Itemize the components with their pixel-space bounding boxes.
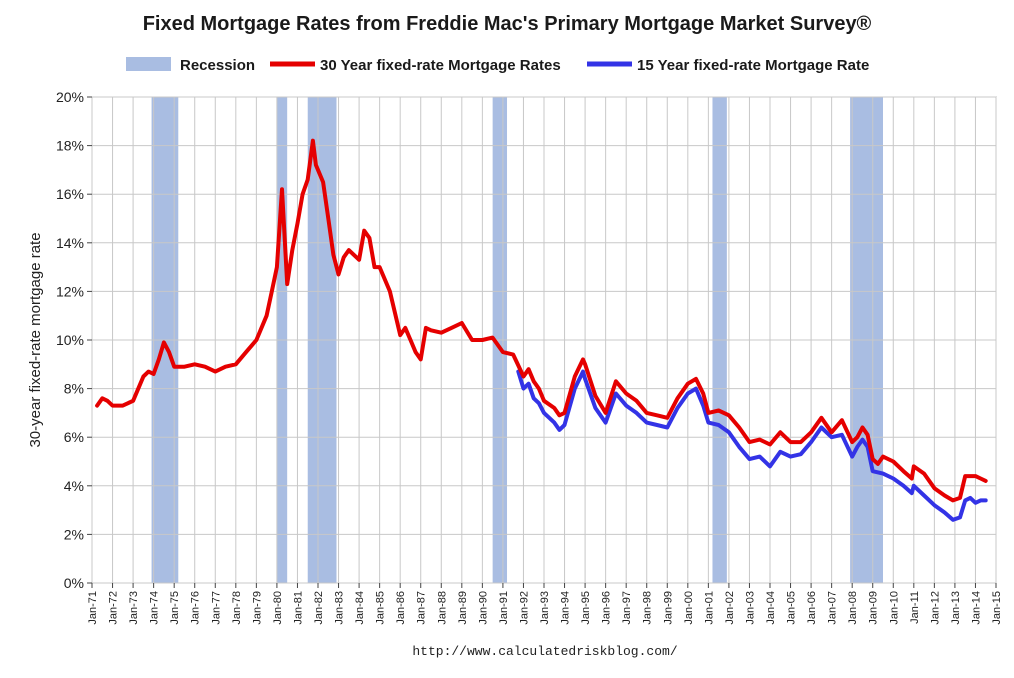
- x-tick-label: Jan-06: [806, 591, 818, 625]
- x-tick-label: Jan-02: [724, 591, 736, 625]
- x-tick-label: Jan-85: [375, 591, 387, 625]
- legend-label-recession: Recession: [180, 57, 255, 74]
- x-tick-label: Jan-93: [539, 591, 551, 625]
- x-tick-label: Jan-87: [416, 591, 428, 625]
- x-tick-label: Jan-97: [621, 591, 633, 625]
- y-tick-label: 14%: [56, 235, 84, 251]
- x-tick-label: Jan-78: [231, 591, 243, 625]
- x-tick-label: Jan-76: [190, 591, 202, 625]
- x-tick-label: Jan-01: [703, 591, 715, 625]
- gridlines: [91, 96, 997, 584]
- y-tick-label: 16%: [56, 186, 84, 202]
- y-tick-label: 2%: [64, 526, 84, 542]
- x-tick-label: Jan-82: [313, 591, 325, 625]
- x-tick-label: Jan-80: [272, 591, 284, 625]
- x-tick-label: Jan-09: [868, 591, 880, 625]
- x-tick-label: Jan-12: [929, 591, 941, 625]
- legend: Recession 30 Year fixed-rate Mortgage Ra…: [126, 57, 869, 74]
- x-tick-label: Jan-14: [970, 591, 982, 625]
- y-tick-label: 6%: [64, 429, 84, 445]
- x-tick-label: Jan-88: [436, 591, 448, 625]
- y-axis-ticks: 0% 2% 4% 6% 8% 10% 12% 14% 16% 18% 20%: [56, 89, 92, 591]
- x-tick-label: Jan-89: [457, 591, 469, 625]
- x-tick-label: Jan-99: [662, 591, 674, 625]
- x-tick-label: Jan-10: [888, 591, 900, 625]
- y-tick-label: 18%: [56, 138, 84, 154]
- source-url: http://www.calculatedriskblog.com/: [412, 644, 677, 659]
- x-axis-ticks: Jan-71 Jan-72 Jan-73 Jan-74 Jan-75 Jan-76 Jan-…: [87, 583, 1003, 625]
- x-tick-label: Jan-84: [354, 591, 366, 625]
- x-tick-label: Jan-96: [601, 591, 613, 625]
- x-tick-label: Jan-90: [477, 591, 489, 625]
- x-tick-label: Jan-71: [87, 591, 99, 625]
- y-tick-label: 10%: [56, 332, 84, 348]
- x-tick-label: Jan-00: [683, 591, 695, 625]
- x-tick-label: Jan-98: [642, 591, 654, 625]
- x-tick-label: Jan-95: [580, 591, 592, 625]
- x-tick-label: Jan-79: [251, 591, 263, 625]
- series-line-30-year: [95, 138, 988, 503]
- series-line-15-year: [516, 369, 988, 522]
- x-tick-label: Jan-86: [395, 591, 407, 625]
- y-tick-label: 8%: [64, 381, 84, 397]
- y-tick-label: 4%: [64, 478, 84, 494]
- x-tick-label: Jan-05: [786, 591, 798, 625]
- x-tick-label: Jan-04: [765, 591, 777, 625]
- y-tick-label: 20%: [56, 89, 84, 105]
- chart-title: Fixed Mortgage Rates from Freddie Mac's …: [143, 13, 872, 35]
- series-lines: [95, 138, 988, 522]
- x-tick-label: Jan-07: [827, 591, 839, 625]
- x-tick-label: Jan-81: [292, 591, 304, 625]
- x-tick-label: Jan-11: [909, 591, 921, 624]
- x-tick-label: Jan-83: [334, 591, 346, 625]
- x-tick-label: Jan-75: [169, 591, 181, 625]
- x-tick-label: Jan-94: [560, 591, 572, 625]
- x-tick-label: Jan-13: [950, 591, 962, 625]
- x-tick-label: Jan-73: [128, 591, 140, 625]
- x-tick-label: Jan-92: [518, 591, 530, 625]
- y-axis-label: 30-year fixed-rate mortgage rate: [27, 232, 44, 447]
- x-tick-label: Jan-77: [210, 591, 222, 625]
- legend-swatch-recession: [126, 57, 171, 71]
- x-tick-label: Jan-15: [991, 591, 1003, 625]
- y-tick-label: 12%: [56, 283, 84, 299]
- x-tick-label: Jan-08: [847, 591, 859, 625]
- y-tick-label: 0%: [64, 575, 84, 591]
- legend-label-30-year: 30 Year fixed-rate Mortgage Rates: [320, 57, 561, 74]
- x-tick-label: Jan-03: [744, 591, 756, 625]
- legend-label-15-year: 15 Year fixed-rate Mortgage Rate: [637, 57, 869, 74]
- x-tick-label: Jan-91: [498, 591, 510, 625]
- x-tick-label: Jan-74: [149, 591, 161, 625]
- x-tick-label: Jan-72: [108, 591, 120, 625]
